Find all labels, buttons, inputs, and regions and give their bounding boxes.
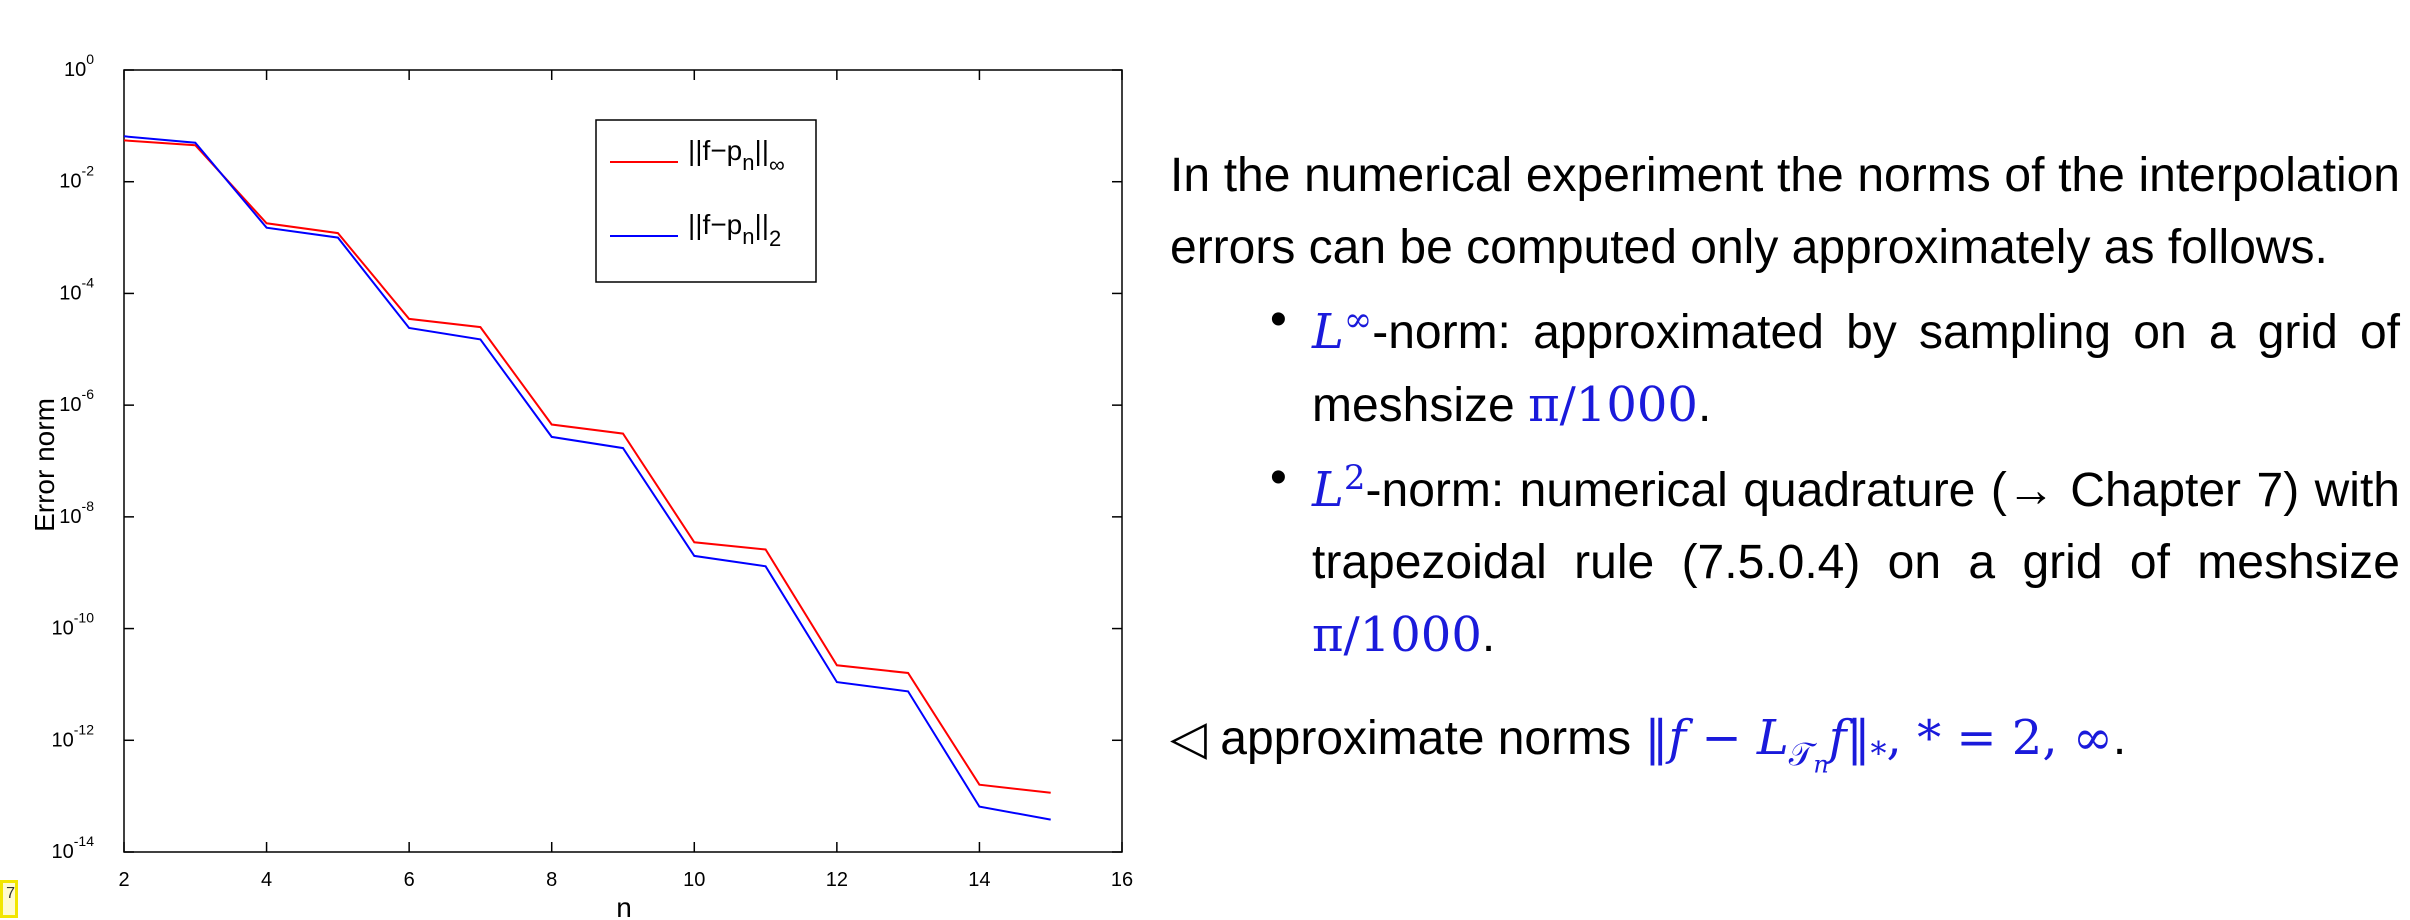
bullet-l2: • L2-norm: numerical quadrature (→ Chapte…	[1270, 442, 2400, 672]
plot-frame	[123, 69, 1123, 853]
bullet-linf: • L∞-norm: approximated by sampling on a …	[1270, 284, 2400, 442]
series-line-l2	[123, 135, 1051, 821]
x-tick-label: 4	[261, 869, 272, 891]
x-tick-label: 10	[683, 869, 705, 891]
math-sup-2: 2	[1343, 458, 1366, 498]
y-tick-label: 10-10	[52, 610, 95, 640]
intro-paragraph: In the numerical experiment the norms of…	[1170, 149, 2400, 274]
formula-close: f‖	[1828, 710, 1871, 766]
caption-end: .	[2112, 712, 2127, 765]
y-tick-label: 10-8	[59, 498, 94, 528]
bullet-list: • L∞-norm: approximated by sampling on a …	[1170, 284, 2400, 672]
series-line-linf	[123, 139, 1051, 794]
formula-star: *	[1870, 734, 1887, 773]
plot-axes	[123, 69, 1123, 853]
math-l: L	[1312, 462, 1344, 518]
bullet-l2-meshsize: π/1000	[1312, 607, 1482, 663]
y-tick-label: 10-6	[59, 386, 94, 416]
math-sup-inf: ∞	[1343, 300, 1373, 340]
bullet-dot-icon: •	[1270, 293, 1287, 346]
y-tick-label: 10-2	[59, 163, 94, 193]
formula-sub: 𝒯n	[1788, 734, 1829, 778]
text-panel: In the numerical experiment the norms of…	[1170, 140, 2400, 800]
bullet-l2-text: -norm: numerical quadrature (→ Chapter 7…	[1312, 464, 2400, 589]
x-tick-label: 16	[1111, 869, 1133, 891]
y-tick-label: 10-4	[59, 274, 94, 304]
legend-box	[595, 119, 817, 283]
bullet-dot-icon: •	[1270, 451, 1287, 504]
reference-marker[interactable]: 7	[0, 880, 18, 918]
caption: ◁ approximate norms ‖f − L𝒯nf‖*, * = 2, …	[1170, 702, 2400, 800]
x-tick-label: 2	[118, 869, 129, 891]
formula-subsub: n	[1813, 749, 1829, 778]
x-tick-label: 12	[826, 869, 848, 891]
error-norm-chart: 2 4 6 8 10 12 14 16 100 10-2 10-4 10-6 10-8 10-10 10-1…	[29, 51, 1134, 920]
formula-open: ‖f − L	[1644, 710, 1789, 766]
legend-entry-linf: ||f−pn||∞	[688, 135, 785, 177]
x-tick-label: 8	[546, 869, 557, 891]
tick-labels: 2 4 6 8 10 12 14 16 100 10-2 10-4 10-6 10-8 10-10 10-1…	[52, 51, 1134, 891]
plot-series	[123, 135, 1051, 821]
y-axis-label: Error norm	[29, 398, 60, 532]
bullet-linf-text: -norm: approximated by sampling on a gri…	[1312, 306, 2400, 432]
formula-tail: , * = 2, ∞	[1886, 710, 2113, 766]
caption-prefix: ◁ approximate norms	[1170, 712, 1645, 765]
y-tick-label: 100	[64, 51, 94, 81]
x-tick-label: 14	[968, 869, 990, 891]
x-axis-label: n	[616, 892, 632, 920]
formula-sub-t: 𝒯	[1788, 734, 1814, 773]
y-tick-label: 10-12	[52, 721, 95, 751]
y-tick-label: 10-14	[52, 833, 95, 863]
bullet-linf-meshsize: π/1000	[1528, 377, 1698, 433]
legend: ||f−pn||∞ ||f−pn||2	[595, 119, 817, 283]
x-tick-label: 6	[404, 869, 415, 891]
math-l: L	[1312, 304, 1344, 360]
bullet-linf-end: .	[1697, 379, 1712, 432]
legend-entry-l2: ||f−pn||2	[688, 209, 781, 251]
caption-formula: ‖f − L𝒯nf‖*, * = 2, ∞	[1644, 710, 2113, 778]
bullet-l2-end: .	[1481, 609, 1496, 662]
